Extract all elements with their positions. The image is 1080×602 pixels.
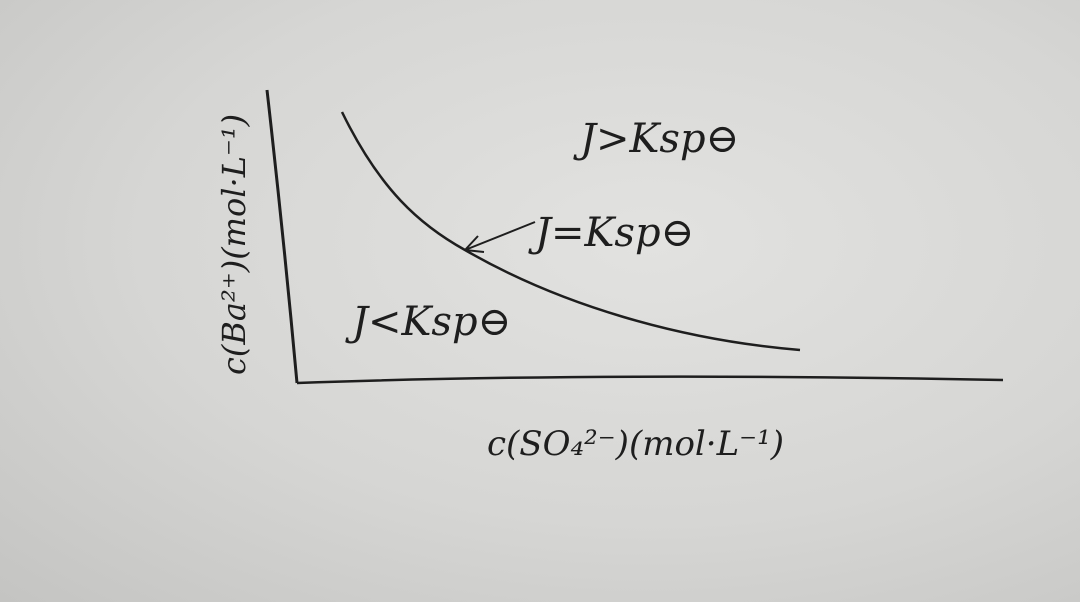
pointer-arrow [464,221,536,253]
x-axis [296,375,1004,385]
region-above-label: J>Ksp⊖ [573,116,739,162]
ksp-curve [340,111,801,352]
curve-label: J=Ksp⊖ [528,210,694,256]
x-axis-label: c(SO₄²⁻)(mol·L⁻¹) [487,424,784,464]
y-axis-label: c(Ba²⁺)(mol·L⁻¹) [215,114,253,375]
y-axis [265,89,299,384]
region-below-label: J<Ksp⊖ [345,299,511,345]
